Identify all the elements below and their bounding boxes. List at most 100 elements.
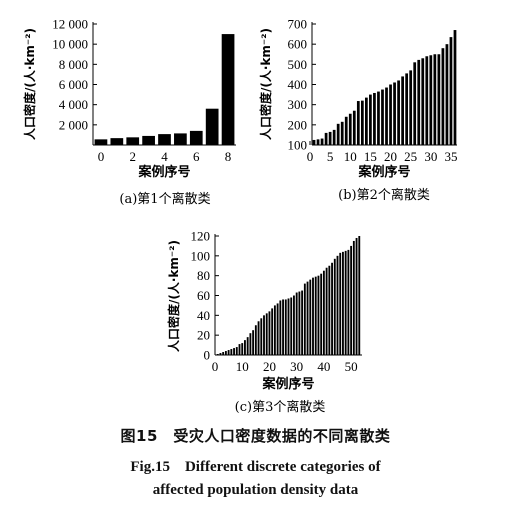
bar-7	[233, 348, 235, 355]
y-tick-label: 300	[288, 97, 308, 112]
bar-9	[221, 34, 235, 146]
bar-5	[158, 134, 171, 145]
bar-9	[238, 344, 241, 355]
x-tick-label: 20	[384, 149, 397, 164]
bar-21	[393, 82, 396, 145]
y-tick-label: 2 000	[59, 117, 88, 132]
bar-36	[453, 30, 457, 145]
x-tick-label: 35	[444, 149, 457, 164]
bar-39	[320, 273, 323, 355]
bar-22	[397, 80, 400, 145]
bar-13	[249, 333, 252, 355]
bar-44	[333, 258, 336, 355]
bar-52	[355, 237, 358, 355]
y-tick-label: 10 000	[52, 37, 88, 52]
bar-3	[320, 138, 324, 145]
x-tick-label: 0	[307, 149, 314, 164]
x-axis-label: 案例序号	[357, 164, 410, 180]
chart-c: 0 20 40 60 80 100 120 0 10 20 30 40 50 案例序号 人口密度/(人·km…	[166, 229, 362, 415]
bar-45	[336, 255, 339, 355]
bar-27	[287, 298, 290, 355]
bar-23	[276, 303, 279, 355]
bar-1	[312, 139, 316, 145]
y-axis-label: 人口密度/(人·km⁻²)	[166, 240, 181, 352]
y-tick-label: 40	[197, 308, 210, 323]
bar-40	[322, 270, 325, 355]
x-tick-label: 6	[193, 149, 200, 164]
bar-5	[227, 350, 230, 355]
y-tick-label: 400	[288, 77, 308, 92]
x-tick-label: 15	[364, 149, 377, 164]
x-tick-label: 50	[345, 359, 358, 374]
bar-38	[317, 275, 320, 355]
bar-19	[385, 87, 388, 145]
bar-25	[409, 70, 413, 145]
y-axis-label: 人口密度/(人·km⁻²)	[258, 28, 273, 140]
bar-13	[360, 100, 364, 145]
bar-7	[336, 123, 340, 145]
bar-10	[348, 113, 352, 145]
x-axis-label: 案例序号	[137, 164, 190, 180]
bar-34	[445, 44, 449, 145]
bar-18	[381, 89, 384, 145]
x-tick-label: 30	[424, 149, 437, 164]
bar-34	[306, 281, 309, 355]
bar-47	[342, 251, 344, 355]
bar-8	[340, 121, 344, 145]
bar-8	[235, 347, 238, 355]
bar-6	[332, 129, 336, 145]
bar-2	[110, 138, 124, 145]
x-tick-label: 30	[290, 359, 303, 374]
bar-12	[356, 101, 360, 145]
bar-26	[284, 299, 287, 355]
bar-4	[324, 132, 328, 145]
y-axis-label: 人口密度/(人·km⁻²)	[22, 28, 37, 140]
bar-32	[301, 290, 304, 355]
chart-a: 2 000 4 000 6 000 8 000 10 000 12 000 0 2 4 6 8 案例序…	[22, 17, 236, 207]
bar-36	[312, 277, 314, 355]
chart-b: 100 200 300 400 500 600 700 0 5 10 15 20 25 30 35 案例序号 人…	[258, 17, 457, 204]
bar-8	[205, 108, 219, 145]
bar-16	[257, 321, 260, 355]
bar-15	[254, 325, 257, 355]
bar-10	[241, 343, 244, 355]
bar-49	[347, 249, 350, 355]
bar-3	[222, 352, 225, 355]
bar-9	[344, 116, 348, 145]
y-tick-label: 200	[288, 117, 308, 132]
bar-18	[263, 315, 265, 355]
y-tick-label: 20	[197, 328, 210, 343]
bar-20	[389, 84, 392, 145]
bar-28	[290, 297, 293, 355]
bar-24	[279, 300, 282, 355]
bar-29	[425, 56, 429, 146]
bar-30	[295, 292, 298, 355]
bar-4	[224, 351, 227, 355]
y-tick-label: 100	[191, 248, 211, 263]
bar-21	[271, 308, 274, 355]
bar-14	[365, 97, 368, 145]
x-axis-label: 案例序号	[261, 376, 314, 392]
bar-31	[433, 54, 437, 145]
bar-7	[189, 130, 203, 145]
bar-24	[405, 73, 409, 145]
bar-6	[230, 349, 233, 355]
bar-5	[328, 131, 332, 145]
bar-27	[417, 59, 421, 145]
x-tick-label: 40	[317, 359, 330, 374]
bar-51	[352, 240, 355, 355]
y-tick-label: 8 000	[59, 57, 88, 72]
y-tick-label: 100	[288, 138, 308, 153]
chart-caption: (c)第3个离散类	[235, 399, 326, 415]
bar-50	[350, 245, 353, 355]
bar-6	[174, 133, 187, 145]
bar-37	[314, 276, 317, 355]
bar-42	[328, 265, 331, 355]
bar-32	[437, 54, 441, 145]
bar-22	[273, 305, 276, 355]
y-tick-label: 0	[204, 348, 211, 363]
bar-43	[331, 262, 333, 355]
x-tick-label: 2	[129, 149, 136, 164]
bar-12	[246, 337, 249, 355]
x-tick-label: 25	[404, 149, 417, 164]
